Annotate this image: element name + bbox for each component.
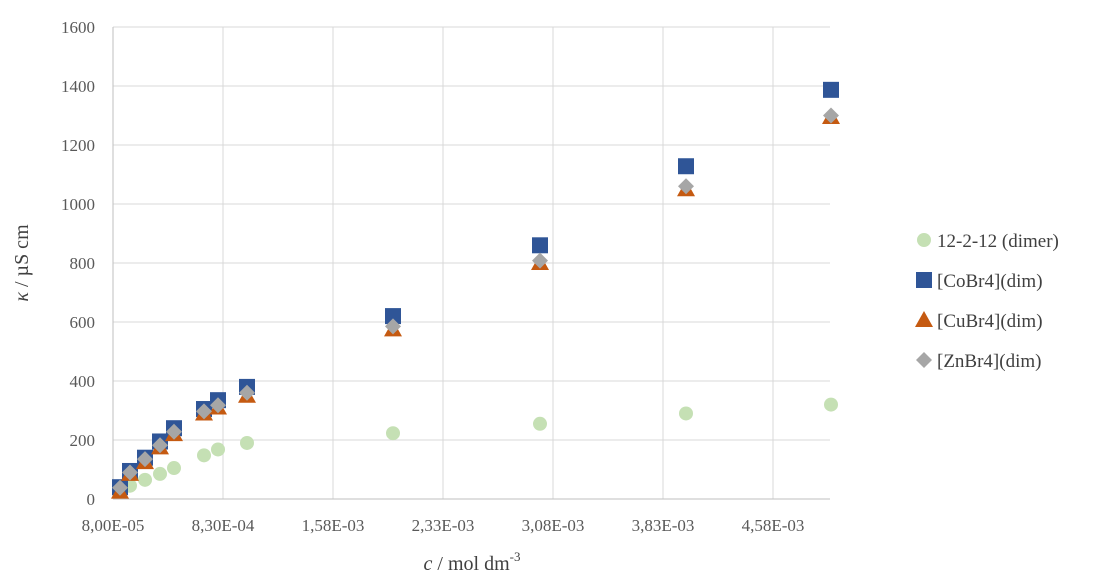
data-point: [678, 158, 694, 175]
data-point: [196, 403, 212, 420]
legend-label: [CuBr4](dim): [937, 311, 1043, 332]
legend-marker: [916, 352, 932, 368]
legend-entry: 12-2-12 (dimer): [917, 231, 1059, 252]
y-tick-label: 1200: [61, 136, 95, 155]
x-tick-label: 3,08E-03: [522, 516, 585, 535]
legend: 12-2-12 (dimer) [CoBr4](dim) [CuBr4](dim) […: [915, 231, 1059, 372]
data-point: [167, 461, 181, 476]
x-tick-label: 8,00E-05: [82, 516, 145, 535]
y-axis-title: κ / µS cm: [11, 224, 33, 302]
data-point: [533, 416, 547, 431]
data-point: [152, 437, 168, 454]
data-point: [386, 426, 400, 441]
data-point: [823, 81, 839, 98]
series-2: [112, 81, 839, 496]
y-tick-label: 200: [70, 431, 96, 450]
data-point: [532, 252, 548, 269]
x-tick-label: 3,83E-03: [632, 516, 695, 535]
axes: [112, 27, 830, 500]
series-4: [112, 107, 839, 496]
grid-lines: [113, 26, 830, 499]
data-point: [679, 406, 693, 421]
legend-entry: [CuBr4](dim): [915, 311, 1043, 332]
y-tick-label: 1600: [61, 18, 95, 37]
y-tick-labels: 0 200 400 600 800 1000 1200 1400 1600: [61, 18, 95, 509]
data-point: [385, 318, 401, 335]
data-point: [166, 423, 182, 440]
x-tick-label: 4,58E-03: [742, 516, 805, 535]
x-tick-label: 2,33E-03: [412, 516, 475, 535]
legend-label: [CoBr4](dim): [937, 271, 1043, 292]
y-tick-label: 600: [70, 313, 96, 332]
legend-entry: [CoBr4](dim): [916, 271, 1043, 292]
data-point: [532, 237, 548, 254]
y-tick-label: 800: [70, 254, 96, 273]
x-axis-title: c / mol dm-3: [424, 549, 521, 575]
data-point: [240, 435, 254, 450]
data-point: [138, 472, 152, 487]
data-point: [823, 107, 839, 124]
data-point: [239, 384, 255, 401]
x-tick-labels: 8,00E-05 8,30E-04 1,58E-03 2,33E-03 3,08E-03…: [82, 516, 805, 535]
data-point: [210, 397, 226, 414]
y-tick-label: 1000: [61, 195, 95, 214]
data-point: [153, 466, 167, 481]
x-tick-label: 8,30E-04: [192, 516, 255, 535]
data-point: [211, 442, 225, 457]
legend-label: [ZnBr4](dim): [937, 351, 1041, 372]
legend-marker: [915, 311, 933, 327]
y-tick-label: 400: [70, 372, 96, 391]
data-point: [824, 397, 838, 412]
legend-label: 12-2-12 (dimer): [937, 231, 1059, 252]
data-point: [112, 479, 128, 496]
data-points: [111, 81, 840, 499]
legend-marker: [917, 233, 931, 247]
data-point: [385, 308, 401, 325]
y-tick-label: 0: [87, 490, 96, 509]
data-point: [197, 448, 211, 463]
legend-marker: [916, 272, 932, 288]
legend-entry: [ZnBr4](dim): [916, 351, 1041, 372]
y-tick-label: 1400: [61, 77, 95, 96]
x-tick-label: 1,58E-03: [302, 516, 365, 535]
data-point: [122, 464, 138, 481]
data-point: [137, 451, 153, 468]
data-point: [678, 178, 694, 195]
